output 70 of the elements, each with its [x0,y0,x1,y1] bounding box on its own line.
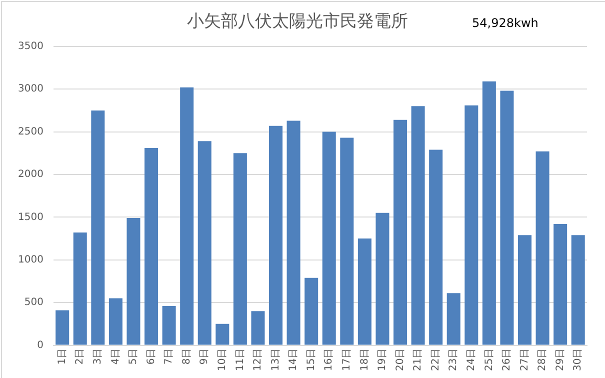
x-tick-label: 5日 [128,348,140,365]
bar [73,232,87,345]
bar [536,151,550,345]
x-tick-label: 2日 [74,348,86,365]
bar [198,141,212,345]
bar [571,235,585,345]
x-tick-label: 25日 [484,348,495,372]
bar [269,126,283,345]
bar [482,81,496,345]
x-tick-label: 16日 [324,348,335,372]
bar [56,310,70,345]
bar [554,224,568,345]
x-tick-label: 14日 [288,348,300,372]
x-tick-label: 10日 [217,348,228,372]
y-tick-label: 1500 [18,212,44,223]
bar [358,238,372,345]
bar [108,298,122,345]
x-tick-label: 22日 [430,348,442,372]
x-tick-label: 26日 [502,348,513,372]
bar [304,278,318,345]
bar [500,90,514,345]
x-tick-label: 28日 [537,348,548,372]
y-tick-label: 1000 [18,254,44,266]
bar [126,218,140,345]
x-tick-label: 30日 [572,348,584,372]
x-tick-label: 4日 [110,348,122,365]
bar [251,311,265,345]
bar [216,324,230,345]
x-tick-label: 11日 [234,348,246,372]
bar [144,148,158,345]
chart-title: 小矢部八伏太陽光市民発電所 [187,12,408,32]
bar [376,212,390,345]
x-tick-label: 15日 [306,348,317,372]
y-tick-label: 2000 [18,169,44,180]
x-tick-label: 6日 [146,348,157,365]
bar [429,150,443,345]
bar [233,153,247,345]
x-tick-label: 23日 [448,348,460,372]
y-tick-label: 3500 [18,40,44,52]
bar [518,235,532,345]
bar [394,120,408,345]
x-tick-label: 1日 [56,348,68,365]
x-tick-label: 29日 [554,348,566,372]
x-tick-label: 17日 [341,348,352,372]
y-tick-label: 2500 [18,126,44,138]
bar [286,120,300,345]
bar [322,132,336,345]
y-tick-label: 500 [24,297,44,308]
bar [340,138,354,345]
x-tick-label: 20日 [394,348,406,372]
bar [464,105,478,345]
bar [180,87,194,345]
x-tick-label: 3日 [92,348,104,365]
y-tick-label: 3000 [18,84,44,95]
x-tick-label: 21日 [412,348,424,372]
bar [411,106,425,345]
x-tick-label: 27日 [519,348,530,372]
x-tick-label: 12日 [252,348,264,372]
x-tick-label: 24日 [466,348,477,372]
x-tick-label: 9日 [199,348,210,365]
x-tick-label: 8日 [181,348,192,365]
bar [162,306,176,345]
x-tick-label: 18日 [359,348,370,372]
x-tick-label: 13日 [270,348,282,372]
y-tick-label: 0 [37,340,44,351]
text: 54,928kwh [472,16,538,30]
bar [446,293,460,345]
x-tick-label: 19日 [377,348,388,372]
x-tick-label: 7日 [164,348,175,365]
bar [91,110,105,345]
